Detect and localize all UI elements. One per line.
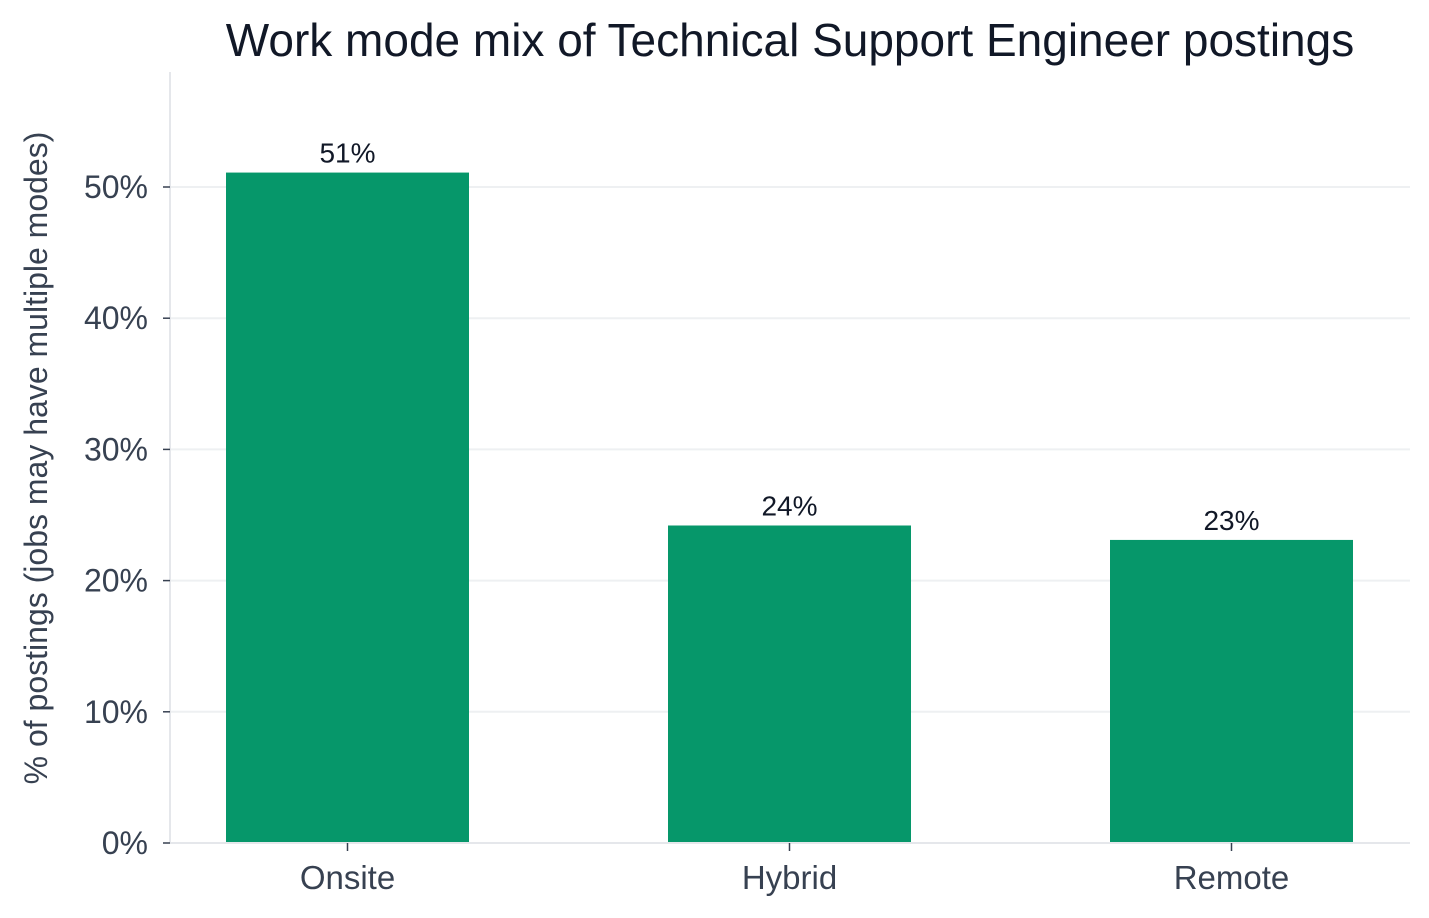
bar-remote [1110,539,1353,843]
y-tick-label: 0% [102,825,148,861]
data-labels: 51% 24% 23% [319,138,1259,536]
chart-title: Work mode mix of Technical Support Engin… [226,14,1354,66]
bar-hybrid [668,525,911,843]
bar-onsite [226,172,469,843]
x-tick-label: Onsite [300,859,395,896]
bars [226,172,1353,843]
y-tick-label: 40% [84,300,148,336]
x-tick-label: Remote [1174,859,1290,896]
y-tick-label: 20% [84,563,148,599]
y-axis-label: % of postings (jobs may have multiple mo… [18,132,54,785]
y-tick-label: 10% [84,694,148,730]
y-tick-label: 30% [84,431,148,467]
data-label: 23% [1203,505,1259,536]
data-label: 24% [761,490,817,521]
data-label: 51% [319,138,375,169]
y-tick-label: 50% [84,169,148,205]
x-ticks: Onsite Hybrid Remote [300,843,1289,896]
y-ticks: 0% 10% 20% 30% 40% 50% [84,169,170,861]
x-tick-label: Hybrid [742,859,837,896]
